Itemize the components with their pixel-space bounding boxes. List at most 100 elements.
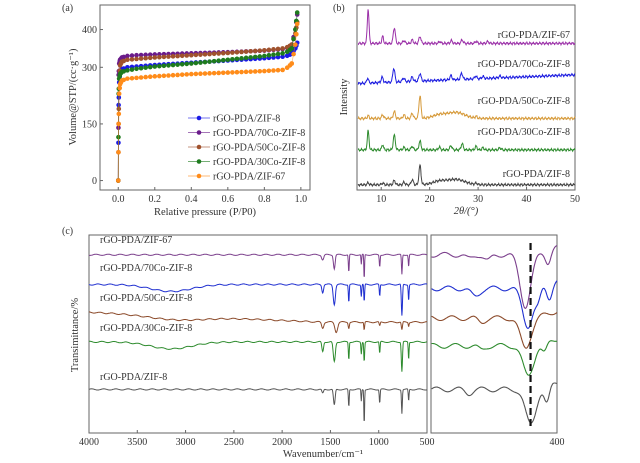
data-point [138,65,144,71]
data-point [134,75,139,81]
legend-label: rGO-PDA/70Co-ZIF-8 [213,128,305,139]
data-point [189,61,194,66]
xrd-pattern-line [357,9,576,47]
data-point [129,67,135,72]
ftir-spectrum-line [88,340,428,372]
data-point [152,74,158,79]
data-point [252,54,258,60]
data-point [147,74,153,80]
data-point [248,48,253,54]
data-point [179,53,185,59]
data-point [211,58,217,64]
data-point [193,71,199,77]
data-point [243,69,249,75]
data-point [225,50,231,56]
xrd-pattern-line [357,129,576,153]
data-point [234,49,240,55]
data-point [280,67,285,73]
data-point [198,52,203,57]
series-label: rGO-PDA/70Co-ZIF-8 [478,59,570,70]
x-tick-label: 10 [376,194,386,205]
x-tick-label: 3500 [127,437,147,448]
data-point [280,54,285,60]
x-tick-label: 2500 [224,437,244,448]
data-point [175,62,180,67]
data-point [266,53,272,58]
data-point [257,68,263,74]
data-point [243,49,249,54]
data-point [193,52,199,58]
panel-b-xrd-plot: Intensity 2θ/(°) 10 20 30 40 50 rGO-PDA/ZIF-6… [339,4,580,217]
data-point [125,53,130,59]
data-point [161,63,167,69]
data-point [166,63,171,68]
data-point [220,70,226,76]
data-point [239,69,244,75]
data-point [289,46,295,51]
series-line [117,12,298,181]
data-point [207,51,212,57]
series-label: rGO-PDA/50Co-ZIF-8 [100,293,192,304]
x-tick-label: 50 [570,194,580,205]
data-point [129,75,135,81]
panel-c-frame [88,234,428,434]
y-tick-label: 400 [82,25,97,36]
x-tick-label: 2000 [272,437,292,448]
panel-c-inset-frame [430,234,558,434]
data-point [179,72,185,77]
data-point [157,54,162,60]
data-point [179,61,185,67]
legend-marker [196,159,202,164]
ftir-inset-line [431,280,558,329]
data-point [294,21,300,27]
data-point [202,71,208,76]
series-rgo-pda-30co-zif-8 [115,10,300,183]
data-point [198,60,203,65]
series-label: rGO-PDA/30Co-ZIF-8 [478,127,570,138]
data-point [271,68,276,73]
data-point [138,52,144,58]
data-point [252,69,258,74]
data-point [266,68,272,74]
data-point [216,58,221,63]
data-point [207,71,212,76]
ftir-spectrum-line [88,253,428,277]
panel-label-c: (c) [62,226,73,237]
data-point [262,48,267,53]
data-point [129,53,135,58]
data-point [225,70,231,75]
series-label: rGO-PDA/30Co-ZIF-8 [100,323,192,334]
data-point [125,68,130,73]
data-point [248,69,253,74]
data-point [202,59,208,65]
data-point [294,10,300,15]
series-label: rGO-PDA/ZIF-8 [100,372,167,383]
data-point [157,63,162,69]
data-point [230,50,235,55]
data-point [134,52,139,58]
data-point [166,54,171,59]
data-point [193,60,199,66]
legend-marker [196,144,202,150]
y-tick-label: 150 [82,119,97,130]
x-tick-label: 500 [420,437,435,448]
data-point [239,49,244,55]
data-point [207,59,212,64]
data-point [116,91,122,97]
data-point [138,56,144,61]
data-point [211,51,217,57]
data-point [143,52,148,58]
data-point [211,70,217,76]
data-point [291,51,296,57]
data-point [289,61,295,66]
data-point [170,54,176,59]
data-point [147,52,153,57]
data-point [184,61,190,67]
data-point [225,57,231,63]
data-point [189,71,194,77]
data-point [234,69,240,75]
data-point [125,57,130,63]
data-point [147,55,153,61]
data-point [271,47,276,52]
data-point [116,121,121,127]
